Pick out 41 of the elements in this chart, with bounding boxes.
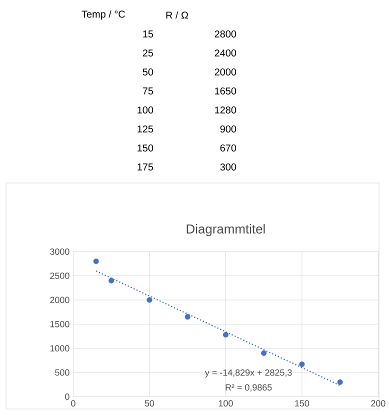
text: 2800 — [214, 30, 236, 38]
y-tick-label: 2500 — [50, 272, 70, 279]
text: 75 — [142, 88, 154, 94]
annotation: R² = 0,9865 — [226, 384, 272, 392]
text: Temp / °C — [82, 10, 125, 20]
x-tick-label: 200 — [371, 400, 386, 407]
y-tick-label: 0 — [65, 393, 70, 400]
point — [337, 379, 343, 385]
text: 150 — [138, 144, 154, 152]
text: 2400 — [214, 49, 236, 57]
y-tick-label: 1000 — [50, 345, 70, 352]
text: 2000 — [214, 68, 236, 76]
y-tick-label: 1500 — [50, 320, 70, 328]
x-tick-label: 150 — [295, 400, 310, 407]
point — [261, 350, 267, 356]
x-tick-label: 100 — [218, 400, 233, 407]
y-tick-label: 500 — [55, 369, 70, 376]
text: 125 — [138, 125, 154, 133]
chart-title: Diagrammtitel — [186, 224, 265, 236]
point — [93, 258, 99, 264]
y-tick-label: 2000 — [50, 296, 70, 304]
text: 15 — [143, 30, 154, 38]
text: 300 — [220, 163, 236, 171]
y-tick-label: 3000 — [50, 248, 70, 255]
text: 25 — [142, 49, 154, 57]
text: 175 — [138, 164, 154, 170]
point — [222, 332, 228, 338]
text: 100 — [138, 106, 154, 114]
text: R / Ω — [166, 11, 188, 19]
x-tick-label: 0 — [71, 400, 76, 407]
point — [146, 297, 152, 303]
text: 50 — [142, 68, 154, 76]
text: 670 — [220, 144, 236, 152]
x-tick-label: 50 — [144, 400, 154, 407]
text: 1650 — [215, 87, 236, 95]
point — [108, 278, 114, 284]
point — [299, 361, 305, 368]
text: 900 — [220, 125, 236, 133]
annotation: y = -14,829x + 2825,3 — [204, 369, 292, 378]
point — [184, 314, 190, 320]
text: 1280 — [215, 106, 236, 114]
